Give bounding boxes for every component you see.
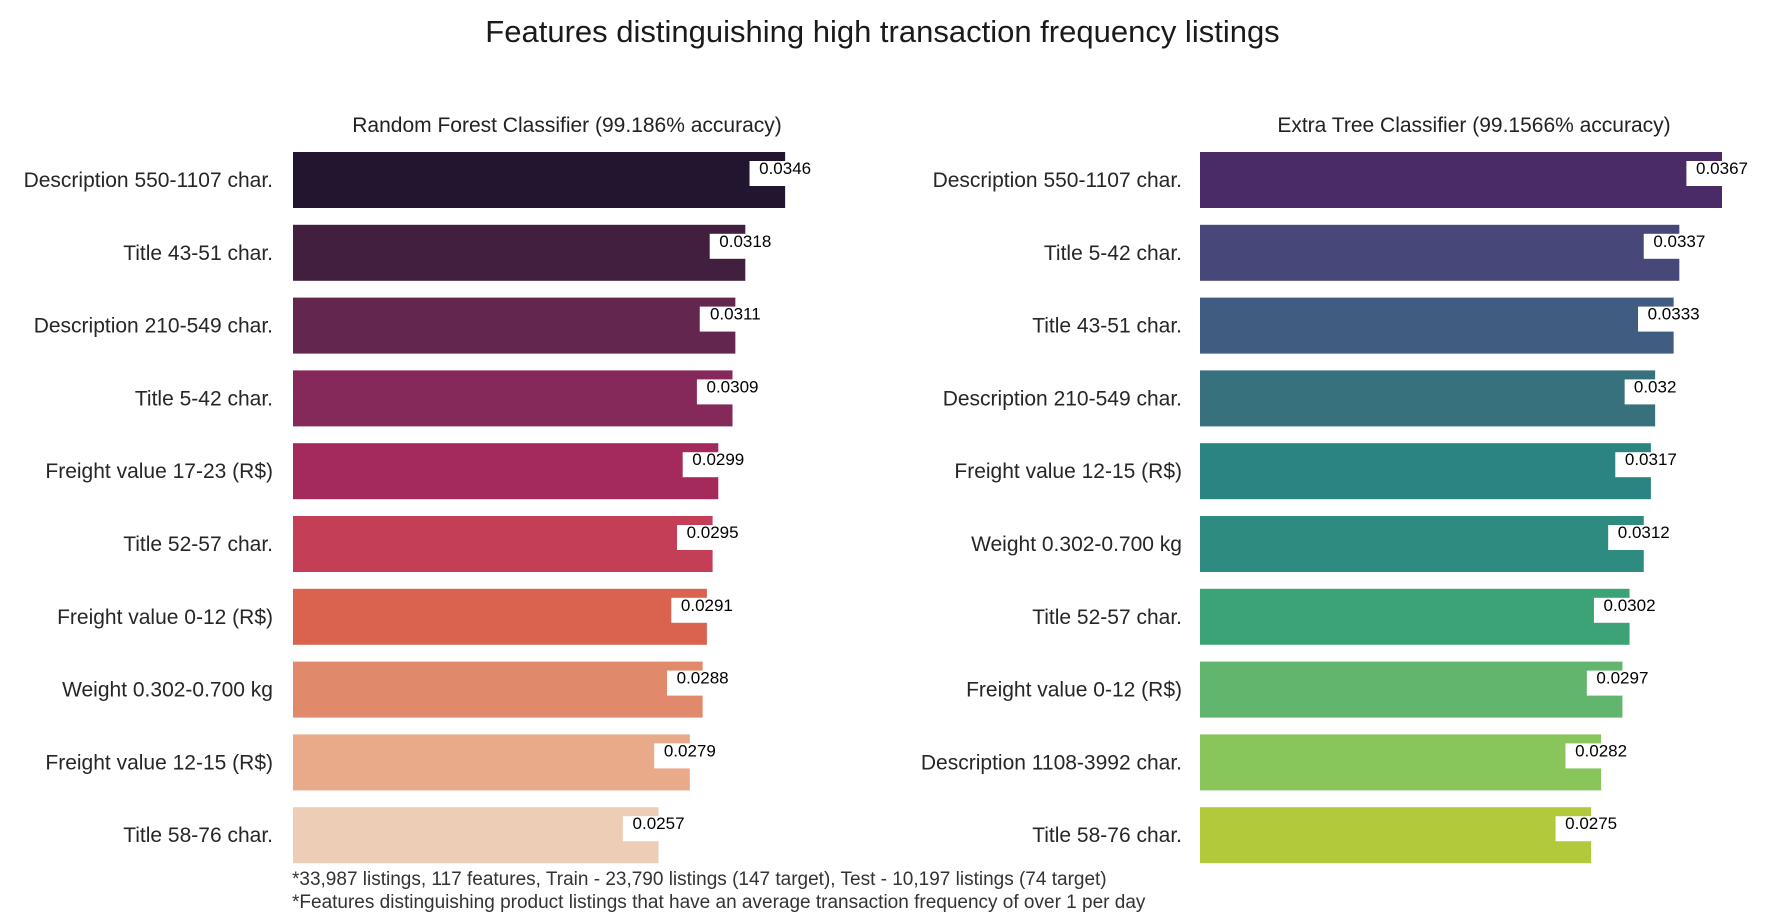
category-label-rf-6: Title 52-57 char. <box>123 533 273 556</box>
data-label-box-rf-3 <box>699 306 771 332</box>
data-label-et-4: 0.032 <box>1634 377 1677 396</box>
category-label-et-5: Freight value 12-15 (R$) <box>954 460 1182 483</box>
bar-rf-5 <box>293 443 719 500</box>
bar-rf-10 <box>293 807 659 864</box>
category-label-et-6: Weight 0.302-0.700 kg <box>971 533 1182 556</box>
data-label-box-et-8 <box>1586 670 1659 696</box>
main-title: Features distinguishing high transaction… <box>485 14 1280 49</box>
data-label-rf-10: 0.0257 <box>633 814 685 833</box>
chart-title-rf: Random Forest Classifier (99.186% accura… <box>352 114 782 137</box>
category-label-et-8: Freight value 0-12 (R$) <box>966 679 1182 702</box>
category-label-et-3: Title 43-51 char. <box>1032 315 1182 338</box>
data-label-rf-7: 0.0291 <box>681 596 733 615</box>
category-label-et-7: Title 52-57 char. <box>1032 606 1182 629</box>
bar-rf-3 <box>293 297 736 354</box>
category-label-rf-8: Weight 0.302-0.700 kg <box>62 679 273 702</box>
data-label-box-et-7 <box>1593 597 1666 623</box>
category-label-rf-4: Title 5-42 char. <box>135 387 273 410</box>
category-label-rf-2: Title 43-51 char. <box>123 242 273 265</box>
category-label-et-1: Description 550-1107 char. <box>933 169 1182 192</box>
data-label-box-rf-9 <box>654 743 726 769</box>
bar-rf-8 <box>293 661 703 718</box>
bar-rf-1 <box>293 152 786 208</box>
data-label-rf-4: 0.0309 <box>707 377 759 396</box>
category-label-et-9: Description 1108-3992 char. <box>921 751 1182 774</box>
data-label-box-rf-1 <box>749 161 821 186</box>
footnote-dataset: *33,987 listings, 117 features, Train - … <box>292 869 1107 890</box>
bar-et-2 <box>1200 224 1680 281</box>
bar-et-5 <box>1200 443 1651 500</box>
bar-rf-4 <box>293 370 733 427</box>
data-label-box-rf-4 <box>696 379 769 405</box>
data-label-et-10: 0.0275 <box>1565 814 1617 833</box>
data-label-rf-6: 0.0295 <box>687 523 739 542</box>
category-label-et-10: Title 58-76 char. <box>1032 824 1182 847</box>
bar-rf-9 <box>293 734 690 791</box>
data-label-et-3: 0.0333 <box>1648 305 1700 324</box>
bar-et-10 <box>1200 807 1592 864</box>
category-label-rf-3: Description 210-549 char. <box>34 315 273 338</box>
category-label-et-4: Description 210-549 char. <box>943 387 1182 410</box>
data-label-et-1: 0.0367 <box>1696 159 1748 178</box>
data-label-box-et-2 <box>1643 233 1715 259</box>
data-label-et-7: 0.0302 <box>1604 596 1656 615</box>
data-label-box-et-1 <box>1686 161 1758 186</box>
bar-et-9 <box>1200 734 1602 791</box>
category-label-rf-5: Freight value 17-23 (R$) <box>45 460 273 483</box>
data-label-box-rf-5 <box>682 452 754 478</box>
data-label-box-rf-10 <box>622 816 695 842</box>
bar-rf-6 <box>293 516 713 572</box>
data-label-rf-3: 0.0311 <box>710 305 761 324</box>
data-label-box-rf-8 <box>667 670 739 696</box>
category-label-rf-10: Title 58-76 char. <box>123 824 273 847</box>
chart-title-et: Extra Tree Classifier (99.1566% accuracy… <box>1277 114 1670 137</box>
data-label-rf-8: 0.0288 <box>677 669 729 688</box>
data-label-box-et-6 <box>1608 525 1680 550</box>
bar-et-8 <box>1200 661 1623 718</box>
data-label-box-et-10 <box>1555 816 1627 842</box>
bar-et-1 <box>1200 152 1722 208</box>
bar-et-6 <box>1200 516 1644 572</box>
data-label-box-et-5 <box>1615 452 1687 478</box>
data-label-rf-2: 0.0318 <box>719 232 771 251</box>
data-label-box-et-3 <box>1638 306 1710 332</box>
bar-et-3 <box>1200 297 1674 354</box>
footnote-definition: *Features distinguishing product listing… <box>292 892 1146 913</box>
data-label-et-8: 0.0297 <box>1596 669 1648 688</box>
category-label-et-2: Title 5-42 char. <box>1044 242 1182 265</box>
bar-et-4 <box>1200 370 1656 427</box>
bar-rf-2 <box>293 224 746 281</box>
data-label-et-2: 0.0337 <box>1653 232 1705 251</box>
bar-rf-7 <box>293 588 707 645</box>
category-label-rf-9: Freight value 12-15 (R$) <box>45 751 273 774</box>
data-label-et-5: 0.0317 <box>1625 450 1677 469</box>
data-label-box-rf-7 <box>671 597 743 623</box>
category-label-rf-7: Freight value 0-12 (R$) <box>57 606 273 629</box>
data-label-rf-5: 0.0299 <box>692 450 744 469</box>
data-label-box-rf-2 <box>709 233 781 259</box>
category-label-rf-1: Description 550-1107 char. <box>24 169 273 192</box>
data-label-et-9: 0.0282 <box>1575 741 1627 760</box>
data-label-box-rf-6 <box>676 525 749 550</box>
data-label-box-et-9 <box>1565 743 1637 769</box>
data-label-et-6: 0.0312 <box>1618 523 1670 542</box>
bar-et-7 <box>1200 588 1630 645</box>
data-label-box-et-4 <box>1624 379 1686 405</box>
data-label-rf-9: 0.0279 <box>664 741 716 760</box>
data-label-rf-1: 0.0346 <box>759 159 811 178</box>
